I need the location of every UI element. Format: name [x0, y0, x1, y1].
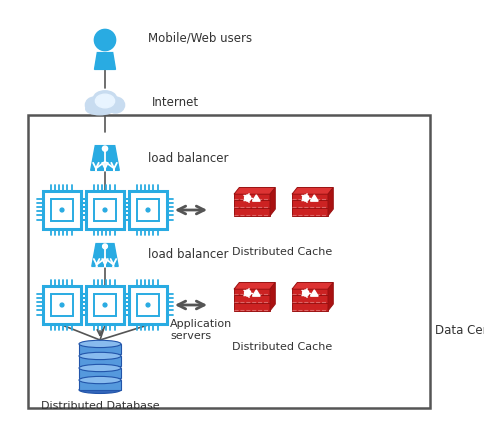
Bar [94, 294, 116, 316]
Bar [51, 294, 73, 316]
Polygon shape [291, 303, 327, 311]
Circle shape [94, 29, 115, 51]
Polygon shape [233, 200, 270, 208]
Text: Data Center: Data Center [434, 323, 484, 336]
Polygon shape [291, 200, 327, 208]
Polygon shape [310, 290, 318, 296]
Circle shape [102, 146, 107, 151]
Circle shape [146, 303, 150, 307]
Polygon shape [94, 53, 115, 69]
Bar [129, 191, 166, 229]
Polygon shape [327, 187, 333, 216]
Bar [51, 199, 73, 221]
Ellipse shape [79, 364, 121, 372]
Polygon shape [291, 288, 327, 296]
Circle shape [302, 195, 308, 201]
Polygon shape [270, 282, 275, 311]
Polygon shape [310, 195, 318, 201]
Polygon shape [270, 187, 275, 216]
Text: load balancer: load balancer [148, 152, 228, 165]
Circle shape [103, 208, 106, 212]
Polygon shape [233, 208, 270, 216]
Polygon shape [327, 282, 333, 311]
Text: Distributed Cache: Distributed Cache [231, 247, 332, 257]
Polygon shape [233, 296, 270, 303]
Text: load balancer: load balancer [148, 248, 228, 261]
Ellipse shape [86, 103, 114, 115]
Circle shape [244, 290, 250, 296]
Text: Distributed Cache: Distributed Cache [231, 342, 332, 352]
Bar [79, 368, 121, 378]
Polygon shape [91, 244, 118, 266]
Polygon shape [233, 193, 270, 200]
Bar [43, 191, 81, 229]
Circle shape [244, 195, 250, 201]
Polygon shape [291, 193, 327, 200]
Bar [94, 199, 116, 221]
Polygon shape [233, 303, 270, 311]
Bar [79, 380, 121, 390]
Circle shape [103, 303, 106, 307]
Polygon shape [252, 195, 259, 201]
Ellipse shape [79, 352, 121, 360]
Circle shape [302, 290, 308, 296]
Polygon shape [233, 288, 270, 296]
Polygon shape [291, 187, 333, 194]
Text: Distributed Database: Distributed Database [41, 401, 159, 411]
Text: Mobile/Web users: Mobile/Web users [148, 32, 252, 45]
Bar [28, 115, 429, 408]
Ellipse shape [95, 94, 114, 108]
Polygon shape [291, 296, 327, 303]
Ellipse shape [93, 91, 116, 105]
Circle shape [60, 303, 64, 307]
Circle shape [146, 208, 150, 212]
Text: Application
servers: Application servers [170, 319, 232, 341]
Bar [79, 356, 121, 366]
Ellipse shape [79, 386, 121, 394]
Circle shape [103, 244, 107, 249]
Ellipse shape [106, 97, 124, 113]
Bar [79, 344, 121, 354]
Ellipse shape [85, 97, 104, 113]
Bar [136, 294, 159, 316]
Circle shape [60, 208, 64, 212]
Polygon shape [233, 282, 275, 289]
Bar [129, 286, 166, 324]
Bar [136, 199, 159, 221]
Polygon shape [91, 146, 119, 171]
Polygon shape [252, 290, 259, 296]
Polygon shape [291, 282, 333, 289]
Bar [86, 191, 124, 229]
Bar [86, 286, 124, 324]
Ellipse shape [79, 340, 121, 348]
Bar [43, 286, 81, 324]
Polygon shape [233, 187, 275, 194]
Ellipse shape [79, 376, 121, 384]
Text: Internet: Internet [151, 96, 199, 109]
Polygon shape [291, 208, 327, 216]
